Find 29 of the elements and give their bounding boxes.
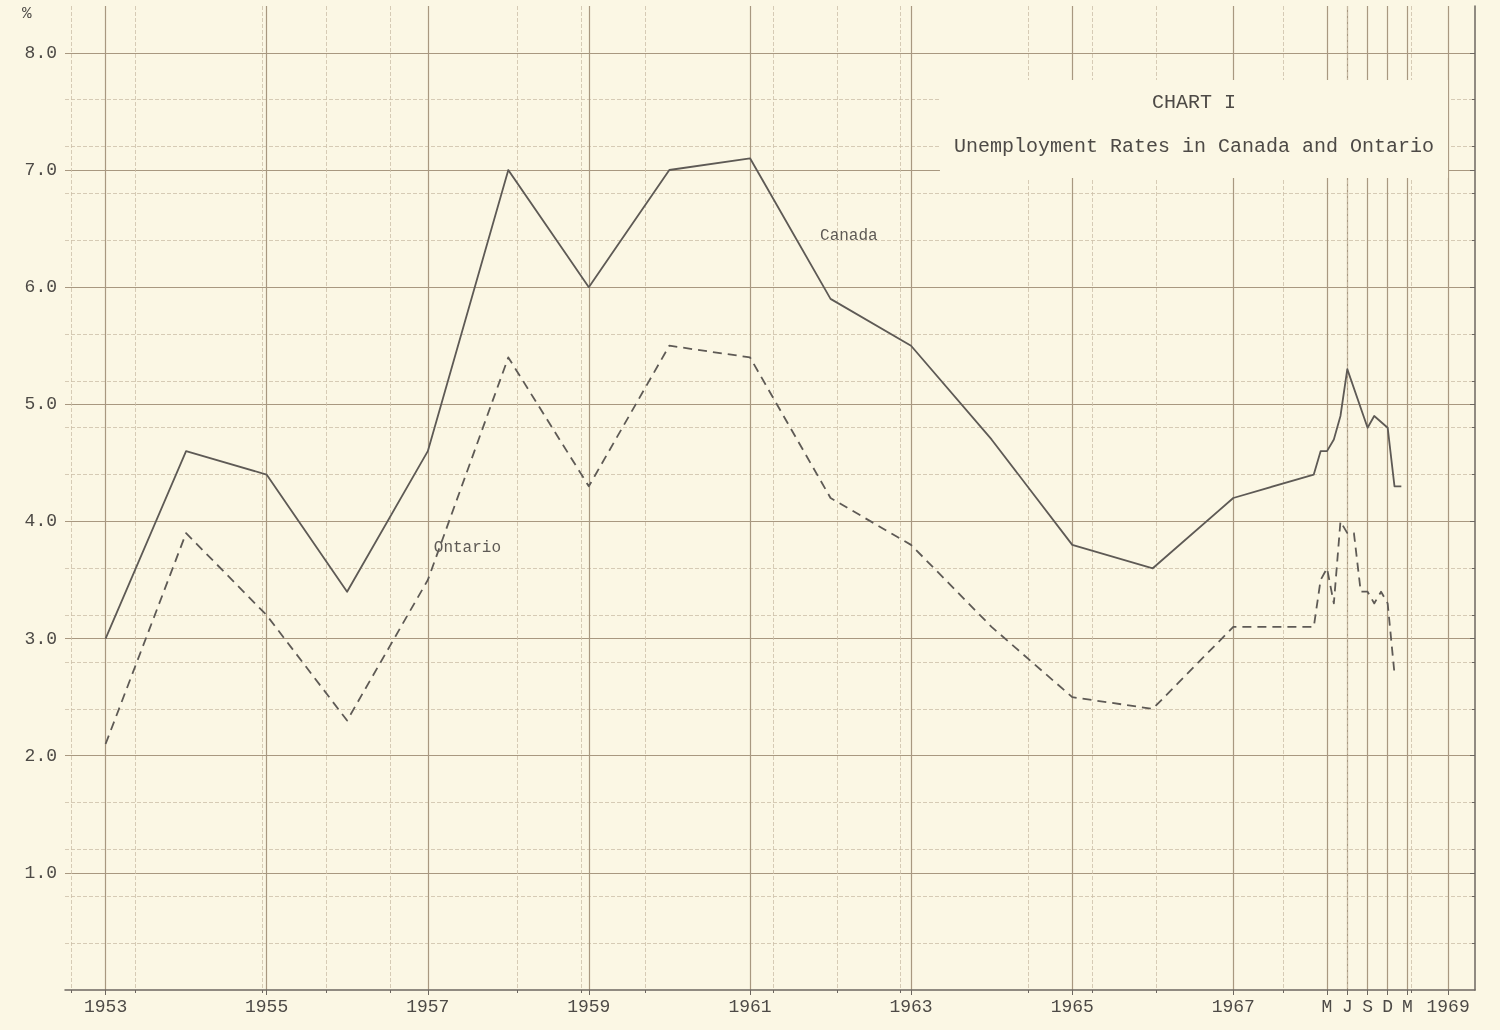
text: Unemployment Rates in Canada and Ontario [953, 134, 1435, 158]
y-tick-label: 4.0 [24, 511, 57, 532]
x-tick-label: 1955 [244, 997, 289, 1017]
x-tick-label: 1953 [83, 997, 128, 1017]
y-tick-label: 5.0 [24, 394, 57, 415]
x-tick-label: S [1362, 997, 1373, 1017]
series-label: Ontario [433, 539, 502, 557]
x-tick-label: 1959 [567, 997, 611, 1017]
x-tick-label: M [1402, 997, 1413, 1017]
y-tick-label: 8.0 [24, 42, 57, 63]
y-tick-label: 2.0 [24, 745, 57, 766]
x-tick-label: 1961 [728, 997, 772, 1017]
y-tick-label: 7.0 [24, 160, 57, 180]
x-tick-label: D [1382, 997, 1394, 1017]
x-tick-label: M [1321, 997, 1333, 1017]
line-series [104, 157, 1403, 640]
y-tick-label: 1.0 [24, 862, 57, 883]
x-tick-label: 1957 [406, 997, 450, 1017]
text: CHART I [1151, 90, 1237, 114]
line-series [104, 344, 1396, 745]
y-axis-title: % [22, 5, 32, 23]
x-tick-label: 1965 [1050, 997, 1094, 1017]
x-tick-label: 1967 [1211, 997, 1255, 1017]
y-tick-label: 3.0 [24, 628, 57, 649]
y-tick-label: 6.0 [24, 277, 57, 298]
x-tick-label: J [1341, 997, 1353, 1017]
x-tick-label: 1963 [889, 997, 933, 1017]
x-tick-label: 1969 [1426, 997, 1470, 1017]
series-label: Canada [820, 227, 879, 246]
